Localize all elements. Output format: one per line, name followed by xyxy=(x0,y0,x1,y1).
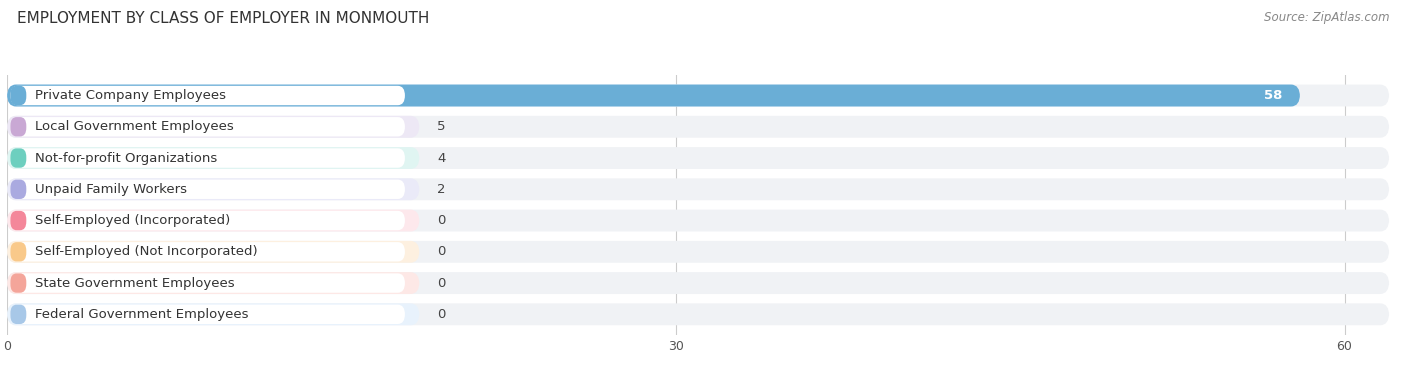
FancyBboxPatch shape xyxy=(7,178,419,200)
FancyBboxPatch shape xyxy=(10,86,27,105)
FancyBboxPatch shape xyxy=(10,273,27,293)
FancyBboxPatch shape xyxy=(10,117,405,136)
Text: Not-for-profit Organizations: Not-for-profit Organizations xyxy=(35,152,218,165)
FancyBboxPatch shape xyxy=(7,85,1389,106)
Text: 2: 2 xyxy=(437,183,446,196)
FancyBboxPatch shape xyxy=(7,85,1301,106)
FancyBboxPatch shape xyxy=(7,209,1389,232)
FancyBboxPatch shape xyxy=(10,180,405,199)
FancyBboxPatch shape xyxy=(7,147,1389,169)
FancyBboxPatch shape xyxy=(10,180,27,199)
FancyBboxPatch shape xyxy=(10,242,27,261)
FancyBboxPatch shape xyxy=(7,241,419,263)
Text: Self-Employed (Not Incorporated): Self-Employed (Not Incorporated) xyxy=(35,245,257,258)
Text: EMPLOYMENT BY CLASS OF EMPLOYER IN MONMOUTH: EMPLOYMENT BY CLASS OF EMPLOYER IN MONMO… xyxy=(17,11,429,26)
FancyBboxPatch shape xyxy=(7,147,419,169)
FancyBboxPatch shape xyxy=(10,305,27,324)
Text: Private Company Employees: Private Company Employees xyxy=(35,89,226,102)
Text: Unpaid Family Workers: Unpaid Family Workers xyxy=(35,183,187,196)
FancyBboxPatch shape xyxy=(10,305,405,324)
Text: Federal Government Employees: Federal Government Employees xyxy=(35,308,249,321)
Text: State Government Employees: State Government Employees xyxy=(35,277,235,290)
Text: 5: 5 xyxy=(437,120,446,133)
FancyBboxPatch shape xyxy=(10,149,405,168)
FancyBboxPatch shape xyxy=(10,273,405,293)
Text: Self-Employed (Incorporated): Self-Employed (Incorporated) xyxy=(35,214,231,227)
FancyBboxPatch shape xyxy=(10,242,405,261)
FancyBboxPatch shape xyxy=(10,149,27,168)
Text: Source: ZipAtlas.com: Source: ZipAtlas.com xyxy=(1264,11,1389,24)
FancyBboxPatch shape xyxy=(7,85,1301,106)
Text: 0: 0 xyxy=(437,277,446,290)
FancyBboxPatch shape xyxy=(7,272,419,294)
FancyBboxPatch shape xyxy=(7,272,1389,294)
FancyBboxPatch shape xyxy=(7,241,1389,263)
FancyBboxPatch shape xyxy=(10,211,405,230)
FancyBboxPatch shape xyxy=(7,178,1389,200)
FancyBboxPatch shape xyxy=(10,211,27,230)
Text: 0: 0 xyxy=(437,214,446,227)
FancyBboxPatch shape xyxy=(7,303,1389,325)
Text: 4: 4 xyxy=(437,152,446,165)
FancyBboxPatch shape xyxy=(10,117,27,136)
FancyBboxPatch shape xyxy=(7,116,419,138)
Text: 0: 0 xyxy=(437,308,446,321)
FancyBboxPatch shape xyxy=(7,303,419,325)
Text: 58: 58 xyxy=(1264,89,1282,102)
FancyBboxPatch shape xyxy=(7,116,1389,138)
FancyBboxPatch shape xyxy=(10,86,405,105)
Text: 0: 0 xyxy=(437,245,446,258)
Text: Local Government Employees: Local Government Employees xyxy=(35,120,233,133)
FancyBboxPatch shape xyxy=(7,209,419,232)
